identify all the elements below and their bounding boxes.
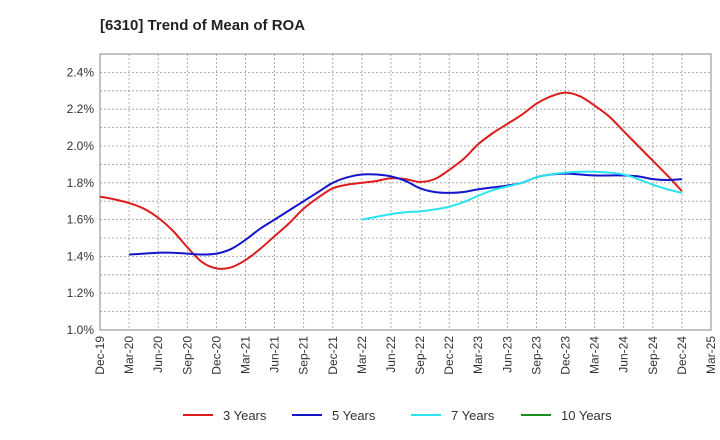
- x-tick-label: Jun-21: [268, 336, 282, 373]
- y-tick-label: 1.2%: [67, 286, 95, 300]
- legend-label-5-years: 5 Years: [332, 408, 376, 423]
- x-tick-label: Dec-19: [93, 336, 107, 375]
- y-tick-label: 1.6%: [67, 213, 95, 227]
- x-tick-label: Jun-20: [151, 336, 165, 373]
- y-tick-label: 1.0%: [67, 323, 95, 337]
- x-axis: Dec-19 Mar-20 Jun-20 Sep-20 Dec-20 Mar-21 Jun-…: [93, 336, 718, 375]
- legend: 3 Years 5 Years 7 Years 10 Years: [183, 408, 612, 423]
- x-tick-label: Jun-23: [500, 336, 514, 373]
- legend-label-10-years: 10 Years: [561, 408, 612, 423]
- x-tick-label: Sep-23: [529, 336, 543, 375]
- y-tick-label: 2.2%: [67, 102, 95, 116]
- y-axis: 1.0% 1.2% 1.4% 1.6% 1.8% 2.0% 2.2% 2.4%: [67, 65, 95, 337]
- x-tick-label: Jun-24: [617, 336, 631, 373]
- plot-frame: [100, 54, 711, 330]
- x-tick-label: Jun-22: [384, 336, 398, 373]
- x-tick-label: Mar-22: [355, 336, 369, 374]
- y-tick-label: 1.4%: [67, 249, 95, 263]
- x-tick-label: Dec-22: [442, 336, 456, 375]
- x-tick-label: Dec-24: [675, 336, 689, 375]
- chart: [6310] Trend of Mean of ROA 1.0% 1.2% 1.4%…: [0, 0, 720, 440]
- x-tick-label: Mar-23: [471, 336, 485, 374]
- y-tick-label: 1.8%: [67, 176, 95, 190]
- x-tick-label: Sep-22: [413, 336, 427, 375]
- x-tick-label: Dec-21: [326, 336, 340, 375]
- x-tick-label: Sep-20: [180, 336, 194, 375]
- chart-canvas: [6310] Trend of Mean of ROA 1.0% 1.2% 1.4%…: [0, 0, 720, 440]
- x-tick-label: Sep-21: [297, 336, 311, 375]
- series-line-7-years: [362, 172, 682, 220]
- x-tick-label: Sep-24: [646, 336, 660, 375]
- y-tick-label: 2.0%: [67, 139, 95, 153]
- y-tick-label: 2.4%: [67, 65, 95, 79]
- x-tick-label: Mar-25: [704, 336, 718, 374]
- x-tick-label: Mar-20: [122, 336, 136, 374]
- x-tick-label: Mar-24: [588, 336, 602, 374]
- x-tick-label: Dec-20: [209, 336, 223, 375]
- legend-label-3-years: 3 Years: [223, 408, 267, 423]
- legend-label-7-years: 7 Years: [451, 408, 495, 423]
- x-tick-label: Dec-23: [559, 336, 573, 375]
- grid: [100, 54, 711, 330]
- x-tick-label: Mar-21: [238, 336, 252, 374]
- series-line-5-years: [129, 174, 682, 255]
- chart-title: [6310] Trend of Mean of ROA: [100, 17, 305, 34]
